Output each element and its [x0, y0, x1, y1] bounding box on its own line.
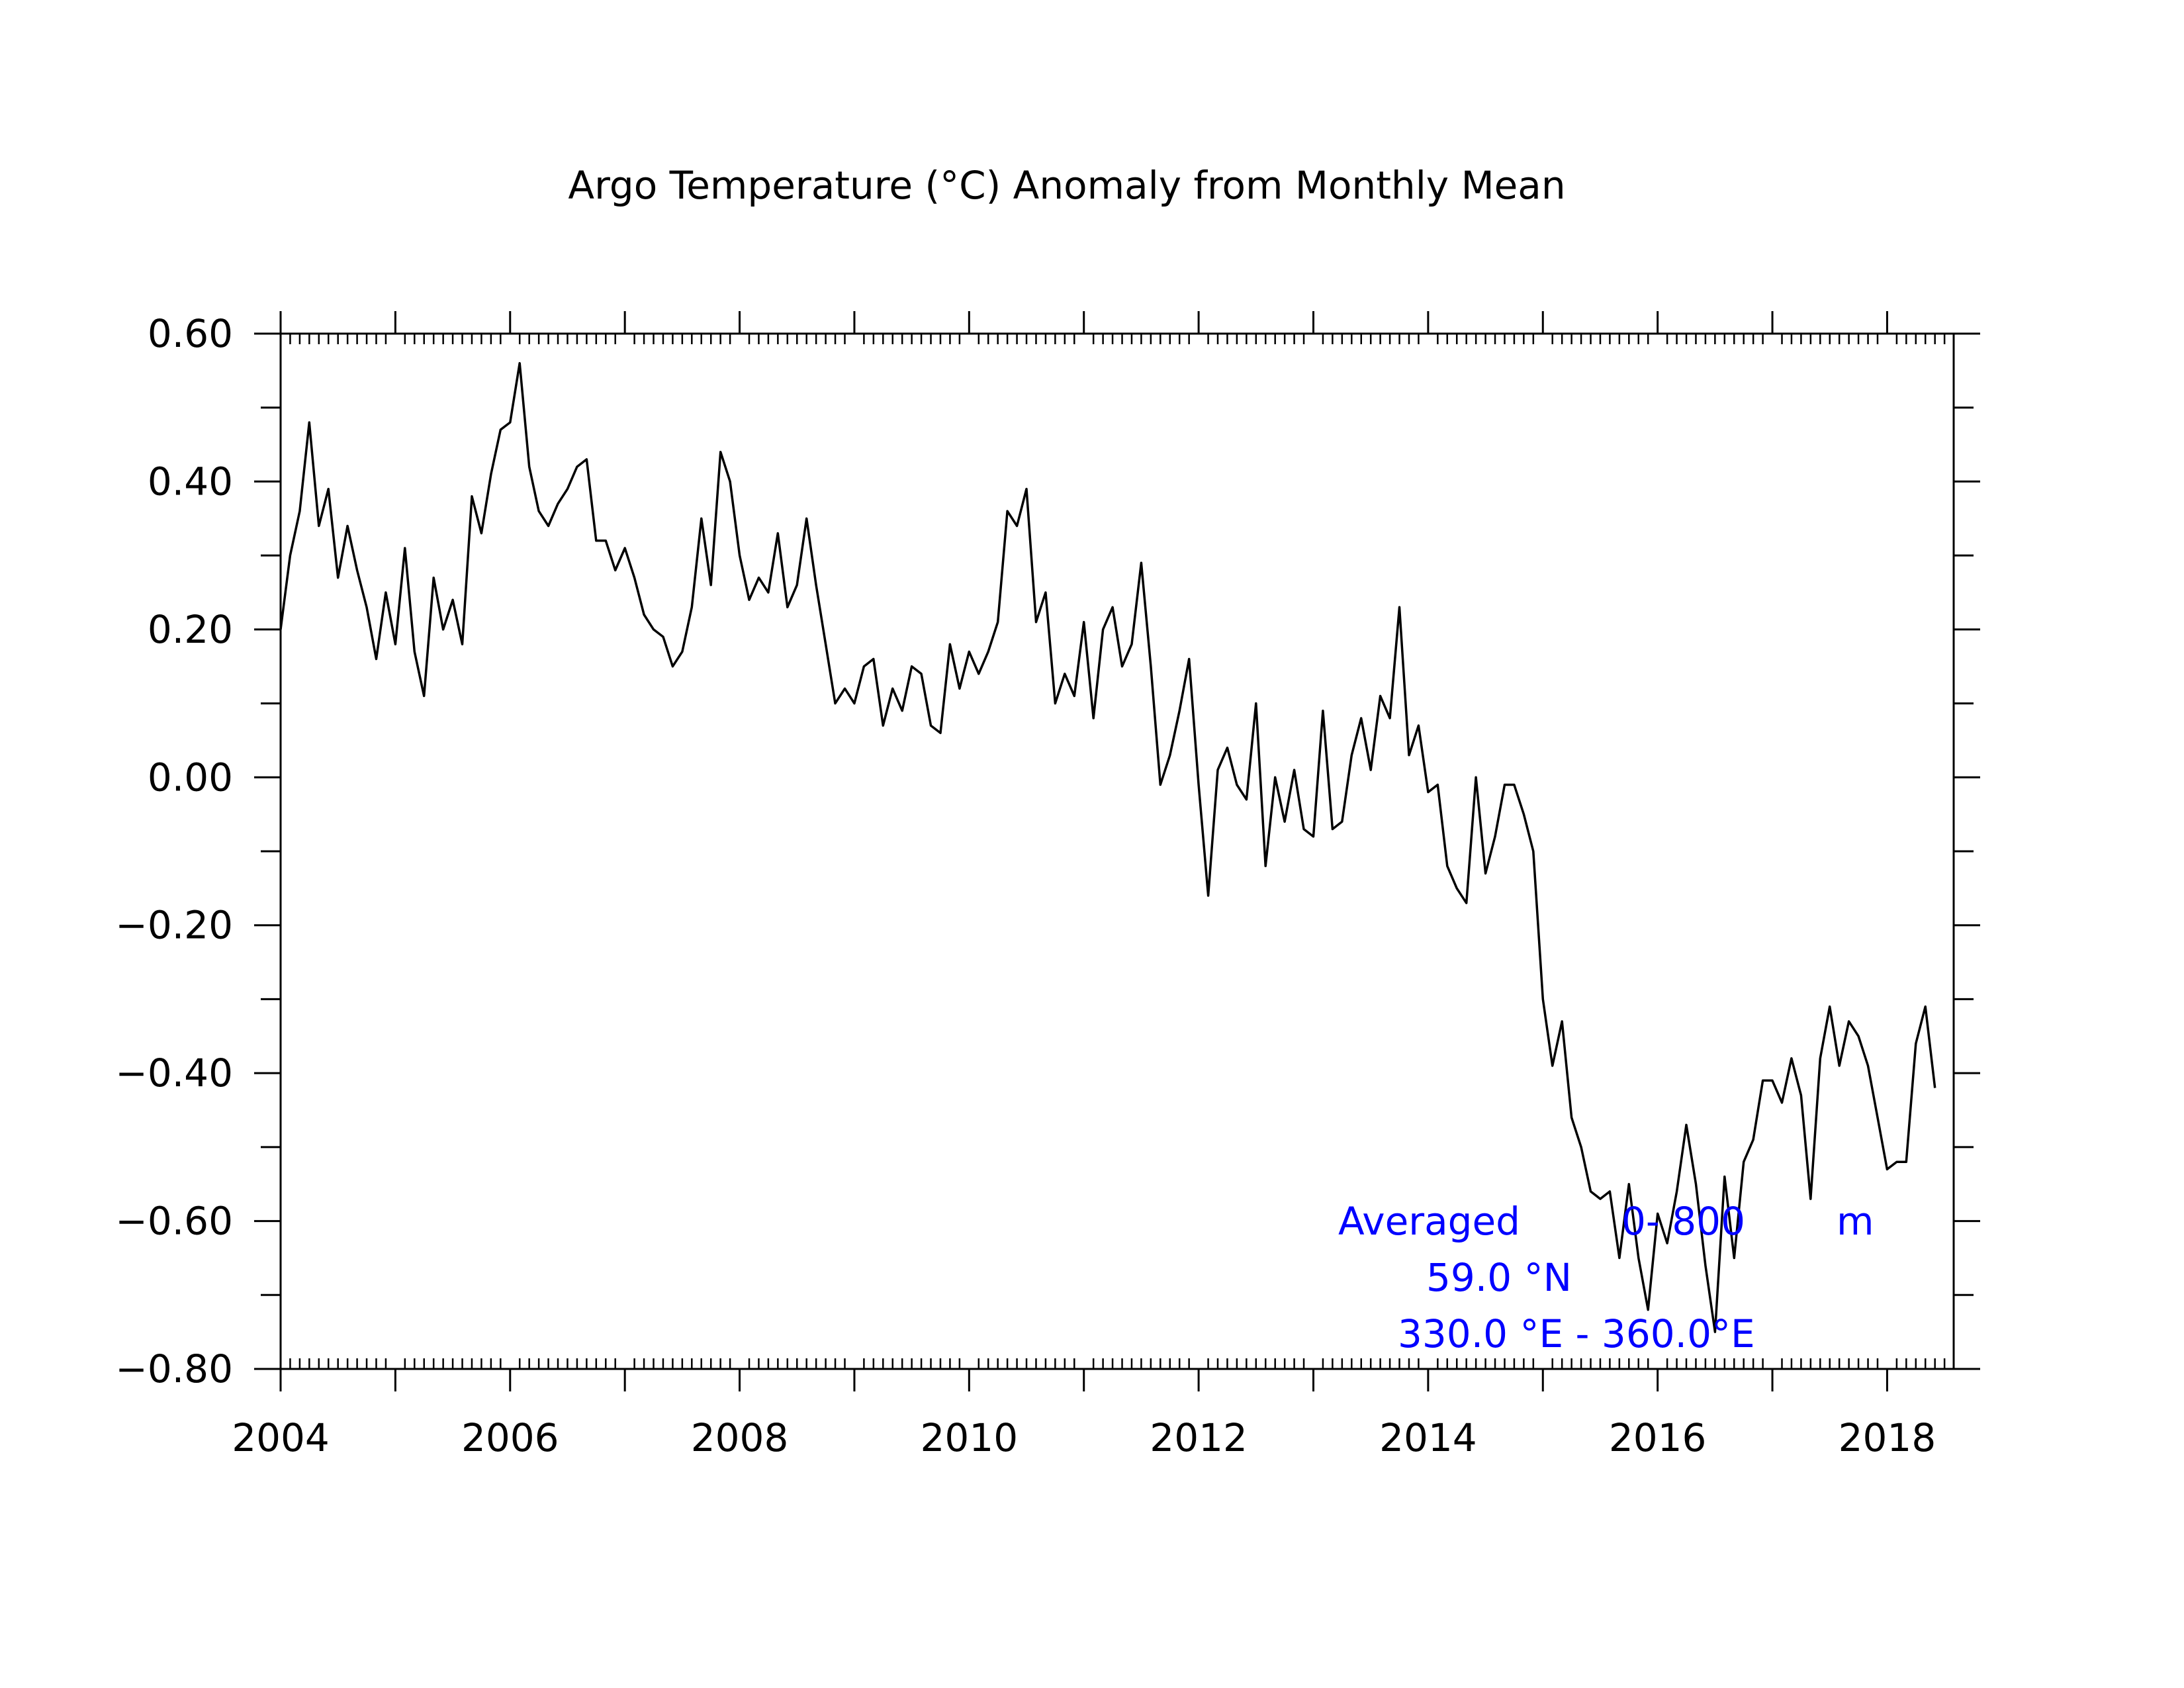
- x-tick-label: 2012: [1150, 1415, 1248, 1460]
- x-tick-label: 2004: [232, 1415, 330, 1460]
- x-tick-label: 2010: [921, 1415, 1019, 1460]
- axis-ticks: [254, 311, 1980, 1391]
- x-tick-label: 2016: [1609, 1415, 1707, 1460]
- annotation-depth-unit: m: [1837, 1199, 1874, 1244]
- annotation-averaged-label: Averaged: [1338, 1199, 1520, 1244]
- x-tick-label: 2008: [691, 1415, 789, 1460]
- y-tick-label: −0.40: [115, 1051, 233, 1096]
- annotation-latitude: 59.0 °N: [1426, 1255, 1572, 1300]
- y-tick-label: 0.40: [148, 459, 233, 504]
- x-axis-labels: 2004 2006 2008 2010 2012 2014 2016 2018: [232, 1415, 1936, 1460]
- series-line: [279, 361, 1936, 1333]
- chart-title: Argo Temperature (°C) Anomaly from Month…: [568, 163, 1565, 208]
- annotation: Averaged 0- 800 m 59.0 °N 330.0 °E - 360…: [1338, 1199, 1874, 1356]
- annotation-longitude: 330.0 °E - 360.0°E: [1398, 1311, 1755, 1356]
- y-axis-labels: 0.60 0.40 0.20 0.00 −0.20 −0.40 −0.60 −0.80: [115, 311, 233, 1391]
- x-tick-label: 2014: [1379, 1415, 1477, 1460]
- x-tick-label: 2006: [461, 1415, 559, 1460]
- y-tick-label: 0.20: [148, 607, 233, 652]
- plot-frame: [279, 332, 1955, 1370]
- y-tick-label: −0.80: [115, 1346, 233, 1391]
- y-tick-label: −0.20: [115, 903, 233, 948]
- y-tick-label: −0.60: [115, 1199, 233, 1244]
- y-tick-label: 0.00: [148, 755, 233, 800]
- annotation-depth: 0- 800: [1621, 1199, 1745, 1244]
- y-tick-label: 0.60: [148, 311, 233, 356]
- x-tick-label: 2018: [1839, 1415, 1936, 1460]
